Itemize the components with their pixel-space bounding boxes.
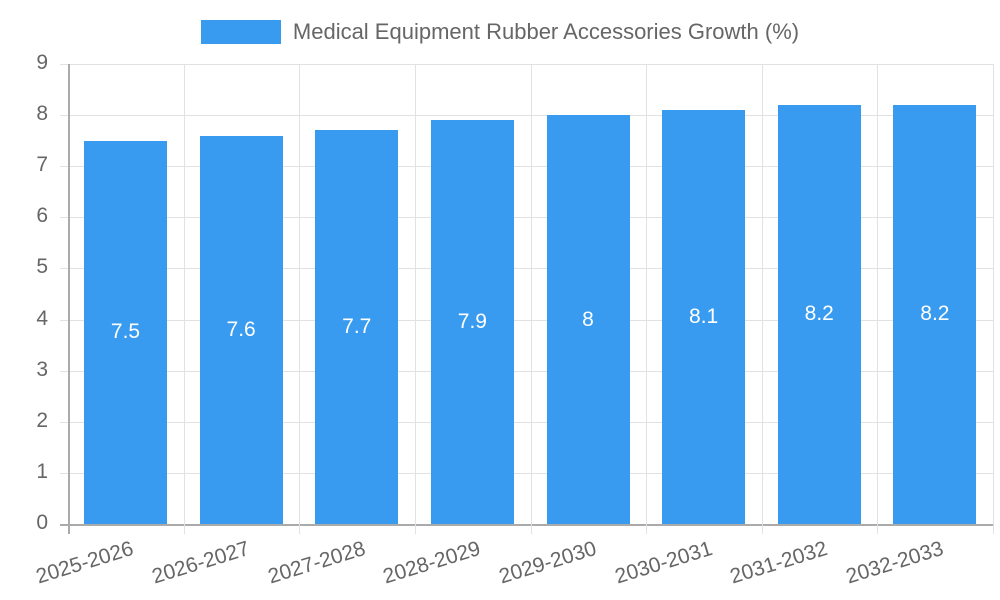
horizontal-gridline xyxy=(60,473,993,474)
vertical-gridline xyxy=(877,64,878,534)
horizontal-gridline xyxy=(60,115,993,116)
horizontal-gridline xyxy=(60,422,993,423)
bar-value-label: 7.7 xyxy=(342,315,372,339)
bar[interactable]: 8 xyxy=(546,115,630,524)
bar-value-label: 8.1 xyxy=(689,305,719,328)
horizontal-gridline xyxy=(60,320,993,321)
horizontal-gridline xyxy=(60,524,993,526)
bar[interactable]: 7.6 xyxy=(199,135,283,524)
bar-value-label: 7.6 xyxy=(226,317,256,341)
bar[interactable]: 7.5 xyxy=(84,140,167,524)
y-axis-tick-label: 5 xyxy=(36,255,48,279)
x-axis-tick-label: 2031-2032 xyxy=(727,537,831,589)
y-axis-tick-label: 2 xyxy=(36,408,48,432)
bar-value-label: 8 xyxy=(582,307,594,331)
legend-swatch xyxy=(200,20,281,44)
horizontal-gridline xyxy=(60,217,993,218)
x-axis-tick-label: 2026-2027 xyxy=(149,537,253,589)
vertical-gridline xyxy=(415,64,416,534)
vertical-gridline xyxy=(299,64,300,534)
horizontal-gridline xyxy=(60,64,993,65)
bar[interactable]: 7.9 xyxy=(430,120,514,524)
bar[interactable]: 8.1 xyxy=(662,110,746,524)
x-axis-tick-label: 2028-2029 xyxy=(380,537,484,589)
bar-value-label: 7.5 xyxy=(110,320,141,344)
y-axis-tick-label: 3 xyxy=(36,357,48,381)
y-axis-tick-label: 4 xyxy=(36,306,48,330)
y-axis-tick-label: 6 xyxy=(36,204,48,228)
horizontal-gridline xyxy=(60,166,993,167)
y-axis-tick-label: 8 xyxy=(36,102,48,126)
bar[interactable]: 8.2 xyxy=(777,104,861,524)
y-axis-tick-label: 7 xyxy=(36,153,48,177)
vertical-gridline xyxy=(646,64,647,534)
y-axis-tick-label: 1 xyxy=(36,459,48,483)
x-axis-tick-label: 2030-2031 xyxy=(611,537,715,589)
bar-value-label: 8.2 xyxy=(920,302,950,326)
vertical-gridline xyxy=(993,64,994,534)
legend[interactable]: Medical Equipment Rubber Accessories Gro… xyxy=(0,19,1000,45)
vertical-gridline xyxy=(531,64,532,534)
y-axis-tick-label: 9 xyxy=(36,51,48,74)
bar[interactable]: 8.2 xyxy=(893,104,977,524)
bar[interactable]: 7.7 xyxy=(315,130,399,524)
x-axis-tick-label: 2025-2026 xyxy=(33,537,137,589)
y-axis-tick-label: 0 xyxy=(36,511,48,534)
horizontal-gridline xyxy=(60,268,993,269)
horizontal-gridline xyxy=(60,371,993,372)
vertical-gridline xyxy=(184,64,185,534)
x-axis-tick-label: 2032-2033 xyxy=(843,537,946,589)
x-axis-tick-label: 2029-2030 xyxy=(496,537,600,589)
y-axis-line xyxy=(68,64,70,534)
legend-label: Medical Equipment Rubber Accessories Gro… xyxy=(292,19,800,44)
bar-value-label: 7.9 xyxy=(457,310,487,334)
x-axis-tick-label: 2027-2028 xyxy=(265,537,368,589)
vertical-gridline xyxy=(762,64,763,534)
bar-value-label: 8.2 xyxy=(804,302,834,326)
